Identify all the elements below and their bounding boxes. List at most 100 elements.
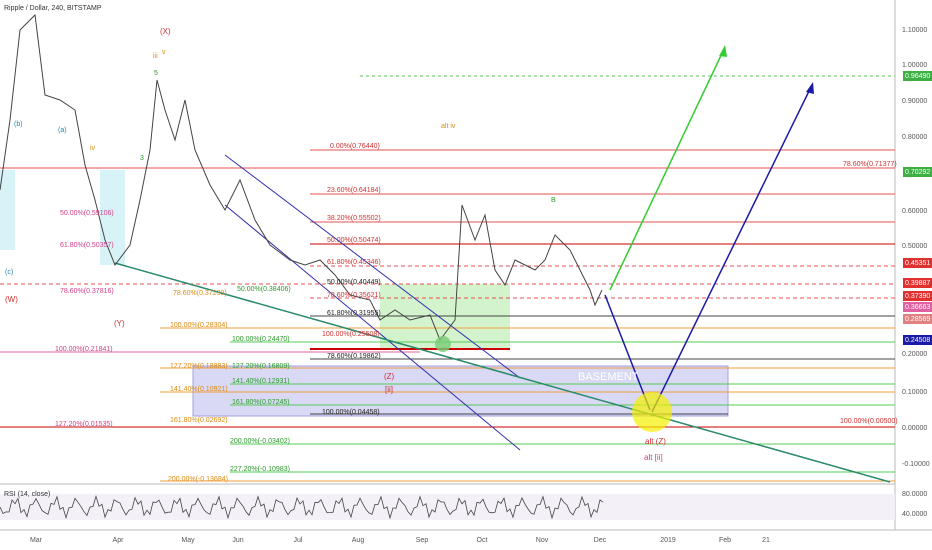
wave-label: v xyxy=(162,49,166,56)
fib-label: 100.00%(0.24470) xyxy=(232,336,290,343)
fib-label: 78.60%(0.37816) xyxy=(60,288,114,295)
fib-label: 78.60%(0.19862) xyxy=(327,353,381,360)
fib-label: 61.80%(0.31955) xyxy=(327,310,381,317)
price-tag: 0.37390 xyxy=(905,293,930,300)
price-tick: 0.20000 xyxy=(902,351,927,358)
fib-label: 227.20%(-0.10983) xyxy=(230,466,290,473)
time-tick: Aug xyxy=(352,537,365,544)
fib-label: 100.00%(0.00500) xyxy=(840,418,898,425)
wave-label: B xyxy=(551,197,556,204)
wave-label: (W) xyxy=(5,295,18,304)
wave-label: (X) xyxy=(160,27,171,36)
fib-label: 100.00%(0.25508) xyxy=(322,331,380,338)
price-tick: -0.10000 xyxy=(902,461,930,468)
fib-label: 100.00%(0.04458) xyxy=(322,409,380,416)
fib-lines xyxy=(0,75,895,482)
marker-circle xyxy=(435,336,451,352)
wave-label: iii xyxy=(153,53,158,60)
time-axis: Mar Apr May Jun Jul Aug Sep Oct Nov Dec 2019 Feb 21 xyxy=(30,537,770,544)
fib-label: 141.40%(0.10921) xyxy=(170,386,228,393)
fib-label: 100.00%(0.21841) xyxy=(55,346,113,353)
fib-label: 200.00%(-0.13684) xyxy=(168,476,228,483)
fib-label: 50.00%(0.50474) xyxy=(327,237,381,244)
wave-label: [ii] xyxy=(385,385,393,394)
time-tick: Nov xyxy=(536,537,549,544)
fib-label: 100.00%(0.28304) xyxy=(170,322,228,329)
price-tags: 0.96490 0.70292 0.45351 0.39887 0.37390 0.366… xyxy=(903,71,932,345)
price-tick: 0.90000 xyxy=(902,98,927,105)
target-circle xyxy=(632,392,672,432)
wave-label: alt (Z) xyxy=(645,437,666,446)
wave-label: alt iv xyxy=(441,123,456,130)
price-tag: 0.28569 xyxy=(905,316,930,323)
fib-label: 78.60%(0.37239) xyxy=(173,290,227,297)
rsi-line xyxy=(0,495,604,520)
fib-label: 161.80%(0.07245) xyxy=(232,399,290,406)
channel-line xyxy=(224,154,521,379)
price-tag: 0.24508 xyxy=(905,337,930,344)
price-tick: 0.50000 xyxy=(902,243,927,250)
time-tick: 21 xyxy=(762,537,770,544)
wave-label: 3 xyxy=(140,155,144,162)
price-tag: 0.96490 xyxy=(905,73,930,80)
time-tick: Jul xyxy=(294,537,303,544)
fib-label: 161.80%(0.02692) xyxy=(170,417,228,424)
fib-labels: 0.00%(0.76440) 78.60%(0.71377) 23.60%(0.64… xyxy=(55,143,898,483)
fib-label: 127.20%(0.16809) xyxy=(232,363,290,370)
price-tag-bg xyxy=(903,335,932,345)
wave-label: (Y) xyxy=(114,319,125,328)
price-tag-bg xyxy=(903,302,932,312)
time-tick: Apr xyxy=(113,537,125,544)
fib-label: 0.00%(0.76440) xyxy=(330,143,380,150)
fib-label: 61.80%(0.45346) xyxy=(327,259,381,266)
fib-label: 38.20%(0.55502) xyxy=(327,215,381,222)
wave-label: (c) xyxy=(5,269,13,276)
time-tick: Feb xyxy=(719,537,731,544)
fib-label: 78.60%(0.71377) xyxy=(843,161,897,168)
fib-label: 141.40%(0.12931) xyxy=(232,378,290,385)
time-tick: Jun xyxy=(232,537,243,544)
wave-label: iv xyxy=(90,145,96,152)
price-tag: 0.36663 xyxy=(905,304,930,311)
price-tick: 0.00000 xyxy=(902,425,927,432)
fib-label: 200.00%(-0.03402) xyxy=(230,438,290,445)
price-tag: 0.45351 xyxy=(905,260,930,267)
time-tick: May xyxy=(181,537,195,544)
time-tick: Mar xyxy=(30,537,43,544)
fib-label: 127.20%(0.18883) xyxy=(170,363,228,370)
price-tick: 0.80000 xyxy=(902,134,927,141)
fib-label: 50.00%(0.59106) xyxy=(60,210,114,217)
rsi-tick: 40.0000 xyxy=(902,511,927,518)
projection-arrow xyxy=(651,84,813,413)
projection-arrow xyxy=(604,294,651,411)
symbol-title: Ripple / Dollar, 240, BITSTAMP xyxy=(4,5,102,12)
price-tag: 0.39887 xyxy=(905,280,930,287)
projection-arrow xyxy=(609,46,726,291)
price-tag-bg xyxy=(903,278,932,288)
zone xyxy=(100,170,125,265)
zone xyxy=(0,170,15,250)
price-axis: 1.10000 1.00000 0.90000 0.80000 0.60000 0.500… xyxy=(902,27,930,468)
fib-label: 127.20%(0.01535) xyxy=(55,421,113,428)
time-tick: Oct xyxy=(477,537,488,544)
wave-label: alt [ii] xyxy=(644,453,663,462)
rsi-band xyxy=(0,494,895,520)
rsi-label: RSI (14, close) xyxy=(4,491,50,498)
rsi-tick: 80.0000 xyxy=(902,491,927,498)
price-tag-bg xyxy=(903,258,932,268)
fib-label: 23.60%(0.64184) xyxy=(327,187,381,194)
trendline xyxy=(114,262,891,483)
time-tick: Sep xyxy=(416,537,429,544)
wave-label: (a) xyxy=(58,127,67,134)
price-tag-bg xyxy=(903,167,932,177)
price-line xyxy=(0,13,603,342)
wave-label: (b) xyxy=(14,121,23,128)
fib-label: 50.00%(0.38406) xyxy=(237,286,291,293)
price-tag-bg xyxy=(903,71,932,81)
wave-label: (Z) xyxy=(384,372,395,381)
basement-label: BASEMENT xyxy=(578,371,639,383)
price-tick: 1.10000 xyxy=(902,27,927,34)
